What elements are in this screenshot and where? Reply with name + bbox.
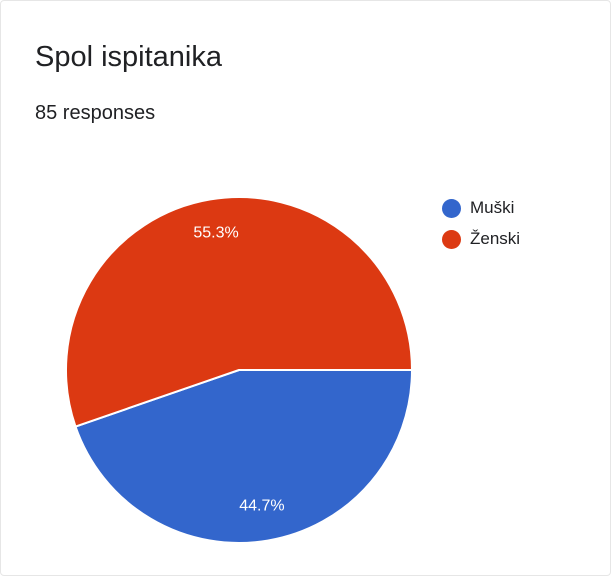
response-count: 85 responses bbox=[35, 102, 156, 124]
pie-slice-zenski[interactable] bbox=[65, 196, 414, 428]
legend-label-muski: Muški bbox=[470, 198, 515, 217]
pie-slices bbox=[65, 196, 414, 544]
legend-swatch-zenski bbox=[442, 229, 461, 249]
chart-title: Spol ispitanika bbox=[35, 41, 222, 73]
legend-swatch-muski bbox=[442, 198, 461, 218]
pie-slice-muski[interactable] bbox=[74, 369, 414, 544]
legend-item-muski[interactable]: Muški bbox=[442, 197, 514, 219]
pie-labels: 44.7% 55.3% bbox=[193, 225, 284, 515]
legend-label-zenski: Ženski bbox=[470, 229, 521, 248]
legend-item-zenski[interactable]: Ženski bbox=[442, 228, 520, 250]
pie-label-zenski: 55.3% bbox=[193, 225, 238, 242]
pie-label-muski: 44.7% bbox=[239, 498, 284, 515]
